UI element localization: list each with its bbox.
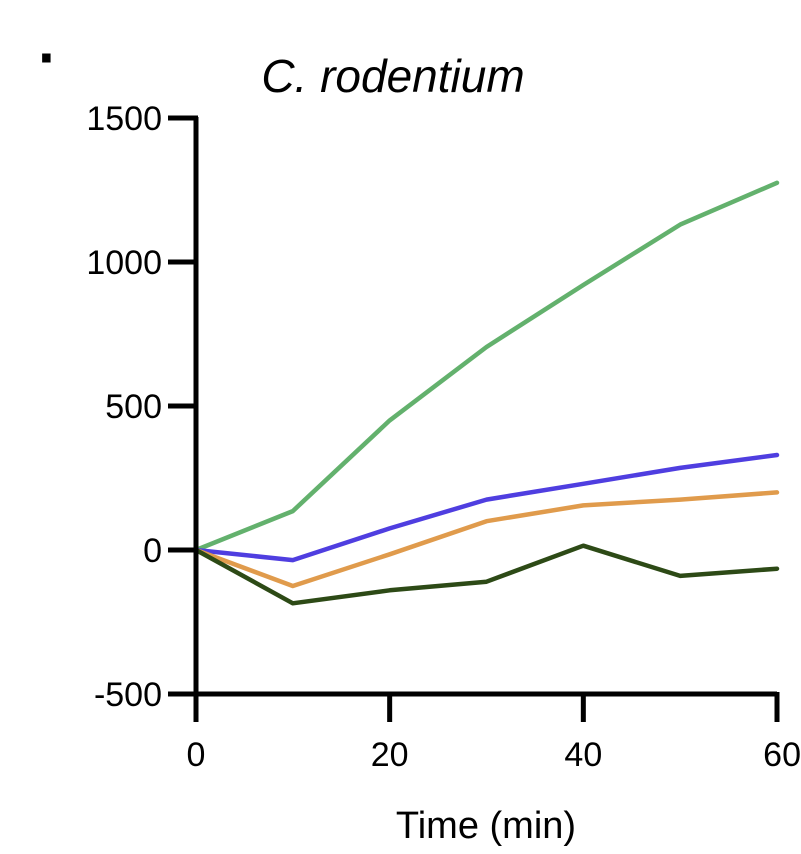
series-line-2 [193, 452, 780, 563]
y-tick-label: 0 [143, 532, 162, 570]
y-axis-ticks: 1500 1000 500 0 -500 [86, 100, 198, 714]
panel-marker: · [38, 24, 58, 91]
x-tick-label: 20 [371, 736, 409, 774]
x-tick-label: 60 [763, 736, 801, 774]
y-tick-label: 1000 [86, 244, 162, 282]
series-line-3 [193, 490, 780, 589]
series-layer [193, 180, 780, 606]
x-axis-ticks: 0 20 40 60 [187, 692, 801, 774]
series-line-4 [193, 543, 780, 606]
x-tick-label: 40 [564, 736, 602, 774]
x-tick-label: 0 [187, 736, 206, 774]
chart-title: C. rodentium [261, 50, 524, 102]
x-axis-label: Time (min) [396, 805, 576, 847]
y-tick-label: 1500 [86, 100, 162, 138]
series-line-1 [193, 180, 780, 553]
y-tick-label: 500 [105, 388, 162, 426]
y-tick-label: -500 [94, 676, 162, 714]
